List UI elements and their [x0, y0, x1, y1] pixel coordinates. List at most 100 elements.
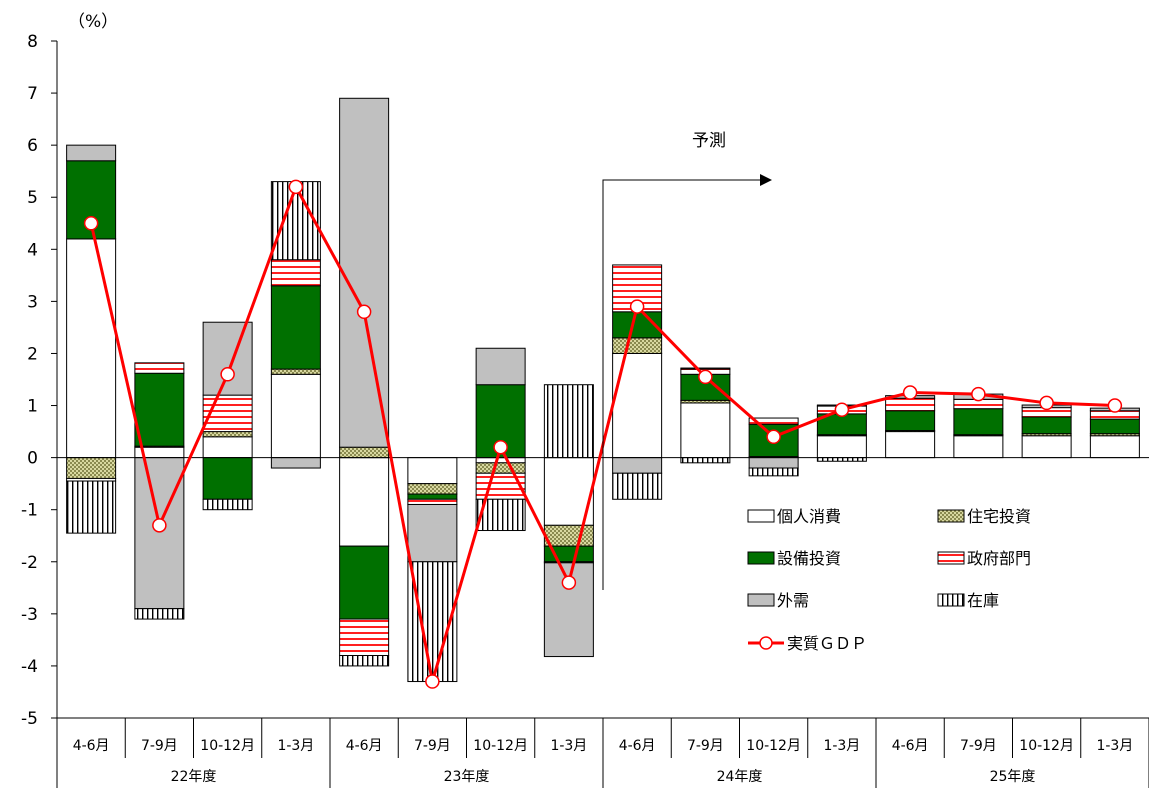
bar-segment-housing [202, 431, 253, 438]
y-tick-label: 2 [27, 344, 38, 364]
bar-segment-external [202, 321, 253, 396]
x-tick-label: 10-12月 [1019, 738, 1074, 754]
y-tick-label: 0 [27, 449, 38, 469]
y-axis: -5 -4 -3 -2 -1 0 1 2 3 4 5 6 7 8 [21, 32, 58, 729]
bar-segment-government [885, 397, 936, 412]
x-group-label: 24年度 [717, 769, 763, 785]
y-tick-label: -3 [21, 605, 38, 625]
y-tick-label: -5 [21, 709, 38, 729]
bar-segment-equipment [885, 410, 936, 432]
bar-segment-consumption [270, 373, 321, 459]
bar-segment-external [475, 347, 526, 386]
bar-segment-housing [66, 457, 117, 479]
bar-segment-consumption [407, 457, 458, 485]
legend-label-housing: 住宅投資 [967, 507, 1031, 526]
bar-segment-government [475, 472, 526, 500]
gdp-point [356, 304, 372, 320]
bar-segment-inventory [680, 457, 731, 464]
x-tick-label: 4-6月 [619, 738, 656, 754]
forecast-annotation: 予測 [602, 131, 772, 590]
forecast-label: 予測 [692, 131, 726, 151]
x-tick-label: 7-9月 [141, 738, 178, 754]
bar-segment-external [612, 457, 663, 474]
bar-segment-government [134, 362, 185, 374]
x-tick-label: 10-12月 [200, 738, 255, 754]
bar-segment-housing [543, 524, 594, 547]
bar-segment-consumption [612, 352, 663, 459]
legend-swatch-inventory [937, 593, 965, 607]
gdp-point [152, 518, 167, 533]
bar-segment-consumption [202, 436, 253, 459]
bar-segment-equipment [134, 372, 185, 447]
legend-swatch-consumption [747, 509, 775, 523]
bar-segment-inventory [339, 655, 390, 667]
y-axis-unit-label: （%） [68, 12, 118, 32]
x-group-label: 22年度 [171, 769, 217, 785]
bar-segment-housing [475, 462, 526, 474]
legend-label-government: 政府部門 [967, 549, 1031, 568]
y-tick-label: 1 [27, 397, 38, 417]
x-axis: 4-6月 7-9月 10-12月 1-3月 4-6月 7-9月 10-12月 1-3月 4-6月… [56, 717, 1149, 788]
bar-segment-inventory [66, 480, 117, 534]
bar-segment-housing [339, 446, 390, 459]
x-tick-label: 4-6月 [346, 738, 383, 754]
gdp-point [1107, 398, 1123, 413]
gdp-point [698, 369, 713, 385]
bar-segment-inventory [612, 472, 663, 500]
gdp-point [220, 367, 235, 382]
bar-segment-equipment [407, 493, 458, 500]
legend-swatch-equipment [747, 551, 775, 565]
bar-segment-consumption [816, 435, 867, 459]
gdp-point [561, 575, 577, 590]
x-tick-label: 7-9月 [687, 738, 724, 754]
bar-segment-equipment [1089, 418, 1140, 435]
gdp-point [902, 385, 918, 400]
bar-segment-external [134, 457, 185, 610]
x-group-label: 25年度 [990, 769, 1036, 785]
bar-segment-government [339, 618, 390, 657]
bar-segment-external [66, 144, 117, 162]
legend-marker-gdp [759, 636, 773, 650]
x-tick-label: 1-3月 [1096, 738, 1133, 754]
bar-segment-external [270, 457, 321, 469]
bar-segment-equipment [1021, 416, 1072, 435]
x-tick-label: 4-6月 [73, 738, 110, 754]
bar-segment-consumption [885, 431, 936, 459]
x-tick-label: 10-12月 [473, 738, 528, 754]
legend-label-inventory: 在庫 [967, 591, 999, 610]
bar-segment-inventory [270, 181, 321, 261]
y-tick-label: 7 [27, 84, 38, 104]
gdp-point [834, 402, 850, 417]
bar-segment-external [339, 97, 390, 448]
bar-segment-consumption [680, 402, 731, 459]
legend-label-gdp: 実質ＧＤＰ [787, 634, 867, 653]
gdp-point [493, 439, 508, 455]
legend-swatch-government [937, 551, 965, 565]
y-tick-label: 5 [27, 188, 38, 208]
y-tick-label: 3 [27, 292, 38, 312]
bar-segment-inventory [202, 498, 253, 511]
y-tick-label: 8 [27, 32, 38, 52]
bar-segment-government [748, 417, 799, 425]
bar-segment-government [270, 259, 321, 287]
x-tick-label: 4-6月 [892, 738, 929, 754]
bar-segment-external [407, 503, 458, 563]
bar-segment-equipment [270, 285, 321, 370]
gdp-point [425, 674, 440, 689]
bar-segment-housing [612, 337, 663, 354]
gdp-point [766, 429, 781, 445]
legend-label-consumption: 個人消費 [777, 507, 841, 526]
x-group-label: 23年度 [444, 769, 490, 785]
x-tick-label: 7-9月 [414, 738, 451, 754]
y-tick-label: -4 [21, 657, 38, 677]
x-tick-label: 1-3月 [277, 738, 314, 754]
gdp-point [629, 299, 645, 314]
legend-label-external: 外需 [777, 591, 809, 610]
legend-swatch-housing [937, 509, 965, 523]
forecast-arrow-line [602, 179, 762, 590]
x-tick-label: 1-3月 [550, 738, 587, 754]
bar-segment-inventory [816, 457, 867, 462]
bar-segment-external [680, 367, 731, 370]
